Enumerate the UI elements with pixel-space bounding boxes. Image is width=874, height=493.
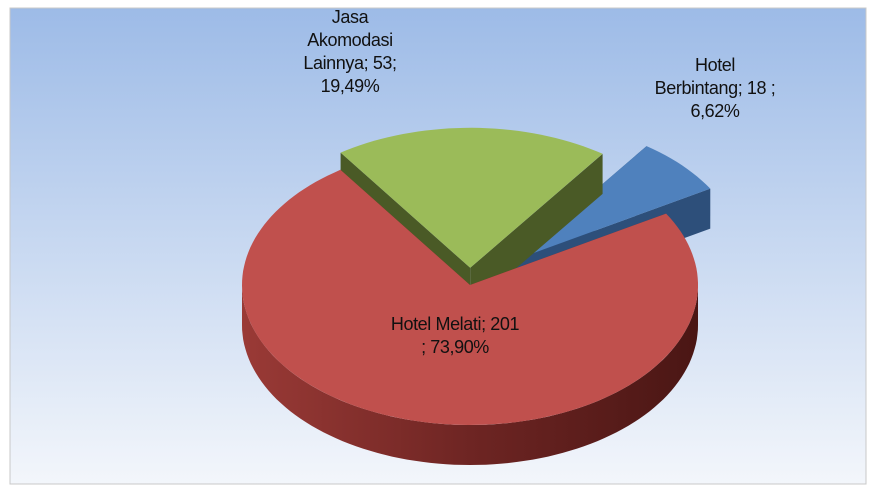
slice [514, 146, 711, 261]
slice-wall [242, 285, 698, 465]
slice [340, 127, 603, 268]
data-label: Hotel Berbintang; 18 ; 6,62% [654, 55, 776, 121]
slice [242, 169, 698, 425]
data-label: Hotel Melati; 201 ; 73,90% [390, 314, 520, 357]
data-label: Jasa Akomodasi Lainnya; 53; 19,49% [303, 7, 397, 96]
slice-side [470, 153, 603, 308]
